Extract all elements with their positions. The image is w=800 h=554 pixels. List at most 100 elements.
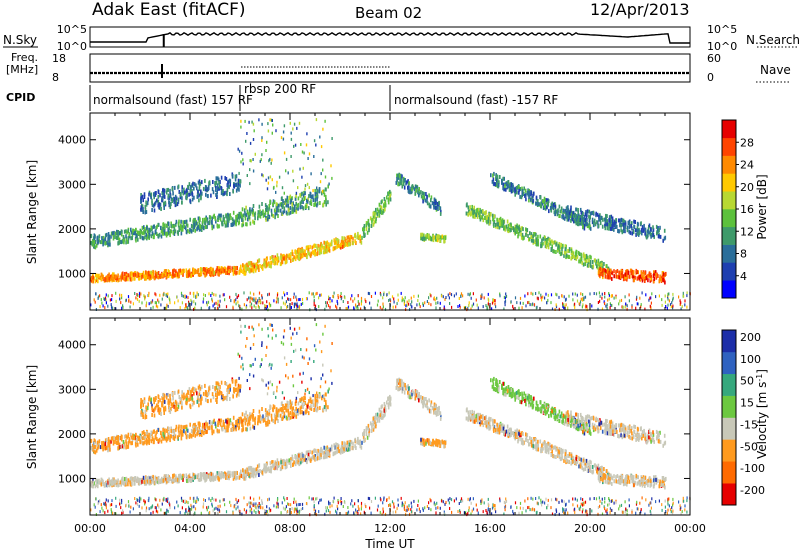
power-cell (621, 218, 624, 223)
power-cell (276, 261, 279, 266)
power-cell (545, 198, 548, 203)
power-cell (326, 301, 328, 305)
power-cell (96, 235, 99, 240)
power-cell (581, 221, 583, 226)
power-cell (293, 302, 295, 306)
power-cell (577, 218, 579, 223)
velocity-cell (426, 406, 429, 411)
power-cell (516, 228, 518, 233)
power-cell (183, 224, 185, 228)
power-cell (357, 231, 359, 236)
velocity-cell (327, 451, 329, 455)
power-cell (188, 272, 191, 277)
power-cell (145, 232, 147, 237)
power-cell (504, 303, 506, 307)
power-cell (219, 294, 221, 298)
power-cell (368, 228, 370, 233)
velocity-cell (120, 482, 122, 487)
power-cell (194, 228, 196, 233)
power-cell (679, 302, 681, 306)
power-cell (357, 235, 359, 240)
power-cell (450, 293, 453, 297)
power-cell (99, 240, 102, 245)
power-cell (563, 306, 565, 310)
power-cell (313, 295, 315, 299)
power-cell (367, 218, 370, 223)
power-cell (186, 270, 189, 275)
power-cell (433, 203, 435, 208)
velocity-cell (346, 440, 349, 445)
velocity-cell (374, 417, 376, 422)
power-cell (276, 180, 278, 184)
power-cell (326, 248, 328, 253)
power-cell (336, 238, 339, 242)
power-cell (528, 195, 530, 200)
power-cell (530, 191, 533, 196)
power-cell (138, 292, 141, 296)
power-cell (296, 250, 298, 255)
velocity-cell (433, 408, 435, 413)
power-cell (644, 279, 646, 283)
power-cell (396, 177, 398, 181)
velocity-cell (328, 449, 331, 454)
power-cell (144, 207, 147, 212)
power-cell (101, 301, 103, 305)
power-cell (336, 299, 338, 303)
velocity-cell (343, 441, 345, 446)
power-cell (401, 299, 403, 303)
power-cell (157, 199, 160, 204)
power-cell (619, 299, 621, 303)
power-cell (261, 122, 263, 126)
power-cell (284, 256, 287, 261)
power-cell (198, 198, 200, 203)
power-cell (162, 231, 164, 236)
velocity-cell (369, 421, 372, 426)
power-cell (301, 246, 303, 251)
power-cell (182, 191, 185, 196)
power-cell (193, 268, 195, 273)
power-cell (401, 296, 403, 300)
power-cell (584, 262, 587, 266)
power-cell (159, 274, 161, 279)
power-cell (270, 260, 272, 265)
power-cell (194, 270, 196, 275)
power-cell (125, 271, 128, 276)
power-cell (202, 300, 204, 304)
power-cell (119, 240, 121, 244)
power-cell (472, 214, 475, 219)
power-cell (238, 220, 240, 225)
power-cell (163, 206, 165, 210)
power-cell (363, 224, 366, 228)
power-cell (580, 210, 583, 215)
velocity-cell (102, 480, 104, 485)
power-cell (639, 296, 641, 300)
power-cell (313, 155, 315, 158)
power-cell (515, 225, 518, 229)
velocity-cell (263, 463, 266, 468)
power-cell (182, 294, 184, 298)
power-cell (623, 225, 625, 230)
velocity-cell (301, 451, 303, 456)
velocity-cell (125, 476, 128, 481)
power-cell (178, 190, 181, 194)
power-cell (321, 189, 324, 193)
power-cell (218, 180, 220, 185)
power-cell (151, 201, 153, 206)
power-cell (555, 305, 558, 309)
velocity-cell (435, 411, 437, 415)
power-cell (632, 230, 635, 235)
power-cell (323, 246, 326, 251)
power-cell (193, 294, 195, 298)
power-cell (558, 242, 561, 247)
power-cell (382, 296, 384, 300)
power-cell (396, 173, 398, 178)
power-cell (659, 274, 661, 279)
velocity-cell (159, 479, 161, 484)
power-cell (163, 203, 165, 208)
power-cell (261, 136, 263, 140)
power-cell (521, 306, 523, 310)
power-cell (376, 212, 379, 217)
power-cell (661, 303, 663, 307)
power-cell (433, 205, 436, 210)
